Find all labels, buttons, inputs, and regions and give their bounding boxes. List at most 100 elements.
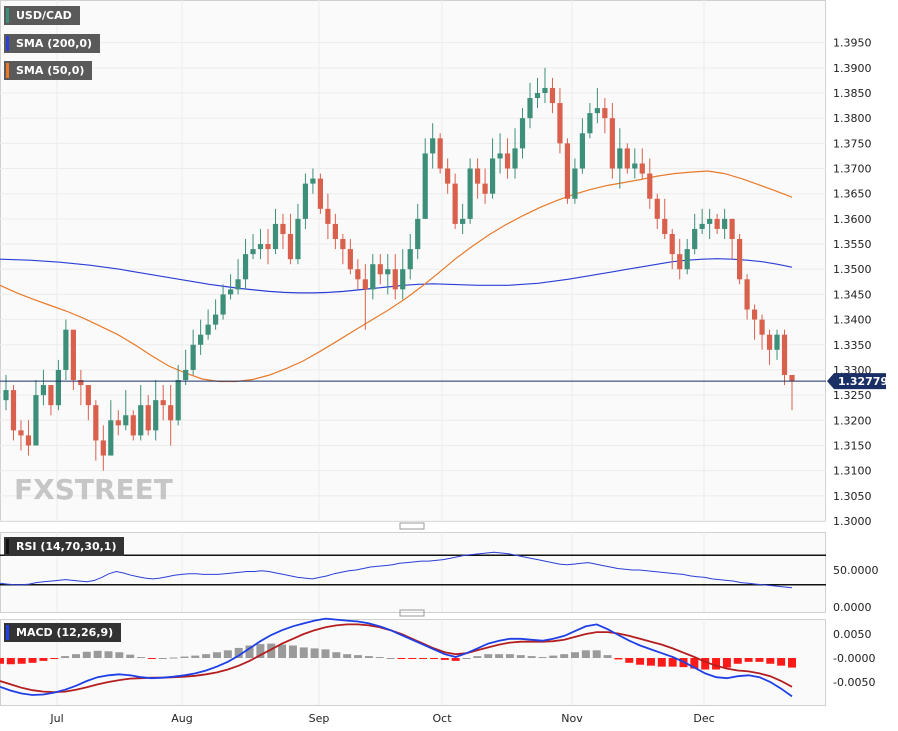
candle-body	[115, 420, 121, 426]
macd-histogram-bar	[733, 658, 742, 664]
y-tick-label: 1.3650	[833, 188, 872, 201]
y-tick-label: 1.3400	[833, 314, 872, 327]
candle-body	[332, 223, 338, 240]
legend-rsi[interactable]: RSI (14,70,30,1)	[4, 537, 125, 556]
macd-histogram-bar	[777, 658, 786, 666]
candle-body	[542, 87, 548, 93]
y-tick-label: 1.3950	[833, 37, 872, 50]
candle-body	[572, 168, 578, 199]
candle-body	[100, 440, 106, 456]
candle-body	[10, 390, 17, 431]
macd-histogram-bar	[429, 658, 438, 659]
candle-body	[751, 309, 758, 320]
candle-body	[130, 415, 136, 436]
macd-histogram-bar	[104, 651, 113, 658]
macd-histogram-bar	[451, 658, 460, 661]
candle-body	[647, 173, 653, 199]
candle-body	[632, 163, 638, 169]
macd-histogram-bar	[668, 658, 677, 667]
macd-histogram-bar	[158, 658, 167, 659]
candle-body	[415, 218, 421, 250]
y-tick-label: 1.3200	[833, 414, 872, 427]
candle-body	[168, 405, 174, 421]
macd-histogram-bar	[299, 647, 308, 658]
candle-body	[78, 380, 84, 386]
candle-body	[609, 118, 615, 169]
macd-histogram-bar	[256, 644, 265, 658]
grid-lines	[0, 0, 826, 706]
candle-body	[93, 405, 99, 441]
candle-body	[347, 249, 353, 270]
macd-histogram-bar	[202, 654, 211, 658]
legend-symbol[interactable]: USD/CAD	[4, 6, 80, 25]
candle-body	[280, 223, 286, 234]
candle-body	[70, 329, 76, 381]
candle-body	[302, 183, 309, 219]
macd-histogram-bar	[473, 656, 482, 658]
macd-histogram-bar	[39, 658, 48, 661]
y-tick-label: 1.3750	[833, 137, 872, 150]
macd-histogram-bar	[267, 643, 276, 658]
candle-body	[624, 148, 630, 169]
macd-histogram-bar	[169, 657, 178, 659]
legend-sma50[interactable]: SMA (50,0)	[4, 61, 93, 80]
axes: 1.3950 1.3900 1.3850 1.3800 1.3750 1.3700 1.36…	[0, 37, 896, 725]
candle-body	[744, 279, 750, 310]
macd-histogram-bar	[657, 658, 666, 667]
candle-body	[145, 405, 151, 431]
x-tick-label: Nov	[561, 712, 583, 725]
legend-macd[interactable]: MACD (12,26,9)	[4, 623, 122, 642]
candle-body	[287, 233, 294, 260]
rsi-swatch-icon	[6, 539, 9, 554]
y-tick-label: 1.3050	[833, 490, 872, 503]
candle-body	[677, 254, 683, 270]
indicator-panels	[0, 551, 826, 698]
svg-text:FXSTREET: FXSTREET	[14, 473, 173, 506]
macd-histogram-bar	[722, 658, 731, 668]
macd-histogram-bar	[278, 644, 287, 658]
candle-body	[534, 92, 541, 99]
macd-histogram-bar	[788, 658, 796, 668]
macd-histogram-bar	[495, 654, 504, 658]
candle-body	[759, 319, 765, 335]
macd-histogram-bar	[245, 645, 254, 658]
candle-body	[153, 400, 159, 431]
macd-histogram-bar	[505, 654, 514, 658]
x-tick-label: Dec	[693, 712, 714, 725]
y-tick-label: 1.3800	[833, 112, 872, 125]
candle-body	[579, 133, 585, 169]
macd-histogram-bar	[82, 651, 91, 658]
candle-body	[355, 269, 361, 280]
x-tick-label: Sep	[309, 712, 330, 725]
candle-body	[235, 279, 241, 290]
candle-body	[18, 430, 24, 436]
macd-histogram-bar	[191, 655, 200, 658]
macd-histogram-bar	[126, 654, 135, 658]
candle-body	[774, 334, 780, 350]
candle-body	[437, 138, 443, 169]
x-tick-label: Aug	[171, 712, 192, 725]
macd-histogram-bar	[115, 652, 124, 658]
candle-body	[175, 380, 181, 421]
candle-body	[587, 113, 593, 134]
macd-histogram-bar	[560, 654, 569, 658]
legend-sma200[interactable]: SMA (200,0)	[4, 34, 101, 53]
macd-histogram-bar	[690, 658, 699, 669]
macd-histogram-bar	[462, 658, 471, 659]
sma50-line	[0, 170, 793, 383]
candle-body	[310, 178, 316, 184]
candle-body	[789, 374, 795, 382]
macd-histogram-bar	[364, 656, 373, 658]
candle-body	[325, 208, 331, 224]
macd-histogram-bar	[17, 658, 26, 664]
candle-body	[257, 244, 264, 250]
candle-body	[617, 148, 623, 169]
resize-handle-icon[interactable]	[399, 522, 425, 530]
candle-body	[265, 244, 271, 250]
resize-handle-icon[interactable]	[399, 609, 425, 617]
macd-histogram-bar	[71, 654, 80, 658]
candle-body	[729, 218, 735, 240]
candle-body	[40, 385, 47, 396]
candle-body	[662, 218, 668, 234]
